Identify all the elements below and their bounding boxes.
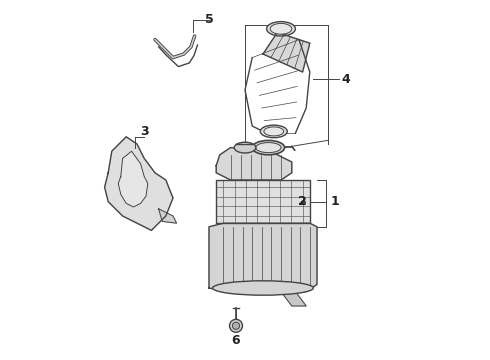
Ellipse shape <box>260 125 287 138</box>
Text: 6: 6 <box>232 334 240 347</box>
Text: 2: 2 <box>298 195 307 208</box>
Ellipse shape <box>252 140 285 155</box>
Ellipse shape <box>264 127 284 136</box>
Text: 3: 3 <box>140 125 148 138</box>
Ellipse shape <box>267 22 295 36</box>
Polygon shape <box>104 137 173 230</box>
Polygon shape <box>216 148 292 180</box>
Ellipse shape <box>256 143 281 153</box>
Polygon shape <box>159 209 176 223</box>
Polygon shape <box>118 151 148 207</box>
Text: 5: 5 <box>205 13 213 26</box>
Polygon shape <box>281 292 306 306</box>
Ellipse shape <box>270 23 292 34</box>
Text: 1: 1 <box>331 195 340 208</box>
Bar <box>216 180 310 223</box>
Polygon shape <box>209 223 317 292</box>
Circle shape <box>232 322 240 329</box>
Circle shape <box>229 319 243 332</box>
Ellipse shape <box>213 281 314 295</box>
Text: 4: 4 <box>342 73 350 86</box>
Ellipse shape <box>234 142 256 153</box>
Polygon shape <box>263 32 310 72</box>
